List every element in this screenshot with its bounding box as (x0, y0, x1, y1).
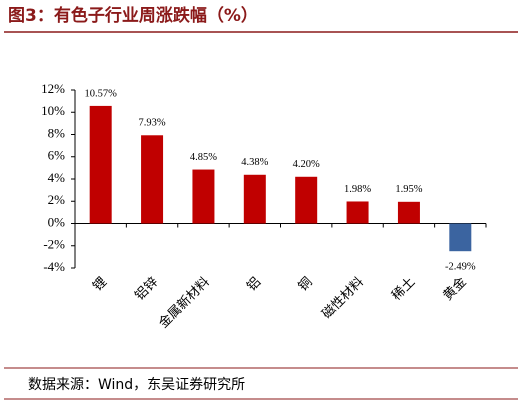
y-tick-label: -2% (43, 237, 65, 252)
x-tick-label: 稀土 (389, 275, 418, 304)
value-label: 1.95% (395, 184, 422, 195)
y-tick-label: 4% (48, 170, 66, 185)
x-tick-label: 铝锌 (132, 275, 161, 304)
y-tick-label: 10% (41, 103, 65, 118)
y-tick-label: 8% (48, 125, 66, 140)
value-label: 4.85% (190, 152, 217, 163)
value-label: 4.38% (241, 157, 268, 168)
x-tick-label: 磁性材料 (319, 275, 366, 322)
bar (141, 135, 164, 224)
value-label: 1.98% (344, 184, 371, 195)
source-note: 数据来源：Wind，东吴证券研究所 (28, 377, 245, 393)
x-tick-label: 金属新材料 (155, 274, 212, 331)
bar (449, 223, 472, 252)
y-tick-label: 12% (41, 81, 65, 96)
bar (192, 169, 215, 224)
x-tick-label: 黄金 (440, 274, 470, 304)
bar (397, 201, 420, 224)
value-label: 7.93% (139, 118, 166, 129)
x-tick-label: 锂 (90, 275, 110, 295)
bar (89, 105, 112, 224)
chart-title: 图3：有色子行业周涨跌幅（%） (8, 5, 258, 26)
y-tick-label: 2% (48, 192, 66, 207)
bar (295, 176, 318, 224)
y-tick-label: -4% (43, 259, 65, 274)
x-tick-label: 铜 (296, 275, 316, 295)
value-label: 4.20% (293, 159, 320, 170)
y-tick-label: 0% (48, 214, 66, 229)
value-label: 10.57% (85, 88, 118, 99)
value-label: -2.49% (445, 262, 476, 273)
bar (243, 174, 266, 224)
x-tick-label: 铝 (244, 275, 264, 295)
y-tick-label: 6% (48, 148, 66, 163)
bar (346, 201, 369, 224)
